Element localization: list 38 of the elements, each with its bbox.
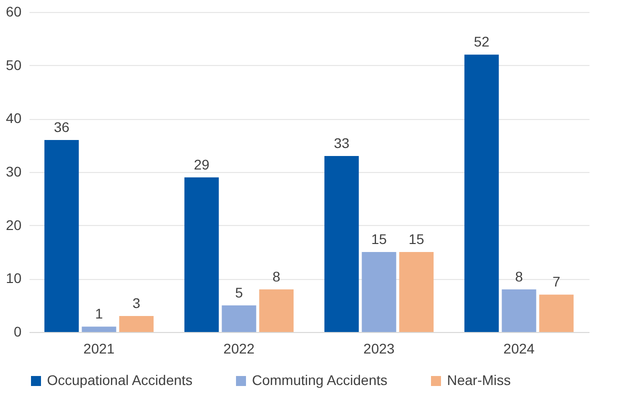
data-label: 5 [235,284,244,300]
bar [539,294,574,332]
x-tick-label: 2024 [503,340,535,356]
bar [502,289,536,332]
bar [44,140,79,332]
data-label: 52 [474,34,490,50]
data-label: 1 [95,306,104,322]
bar [399,252,434,332]
y-tick-label: 0 [14,324,22,340]
data-label: 3 [132,295,140,311]
y-tick-label: 10 [6,270,22,286]
data-label: 7 [552,274,560,290]
data-label: 15 [371,231,387,247]
legend-label: Occupational Accidents [47,372,193,388]
data-label: 29 [194,156,210,172]
x-tick-label: 2023 [363,340,395,356]
y-tick-label: 50 [6,56,22,73]
data-label: 33 [334,135,350,151]
x-tick-label: 2022 [223,340,255,356]
y-tick-label: 20 [6,216,22,233]
y-tick-label: 40 [6,110,22,126]
y-tick-label: 60 [6,4,22,20]
y-tick-label: 30 [6,164,22,180]
bar [259,289,294,332]
data-label: 15 [408,231,424,247]
data-label: 8 [515,268,524,284]
legend-label: Near-Miss [447,372,511,388]
data-label: 36 [54,119,70,135]
data-label: 8 [272,268,280,284]
bar [464,54,499,332]
bar [362,252,396,332]
bar [119,316,154,332]
bar [82,326,116,332]
bar [184,177,219,332]
x-tick-label: 2021 [83,340,115,356]
bar [324,156,359,332]
legend-label: Commuting Accidents [252,372,388,388]
bar [222,305,256,332]
